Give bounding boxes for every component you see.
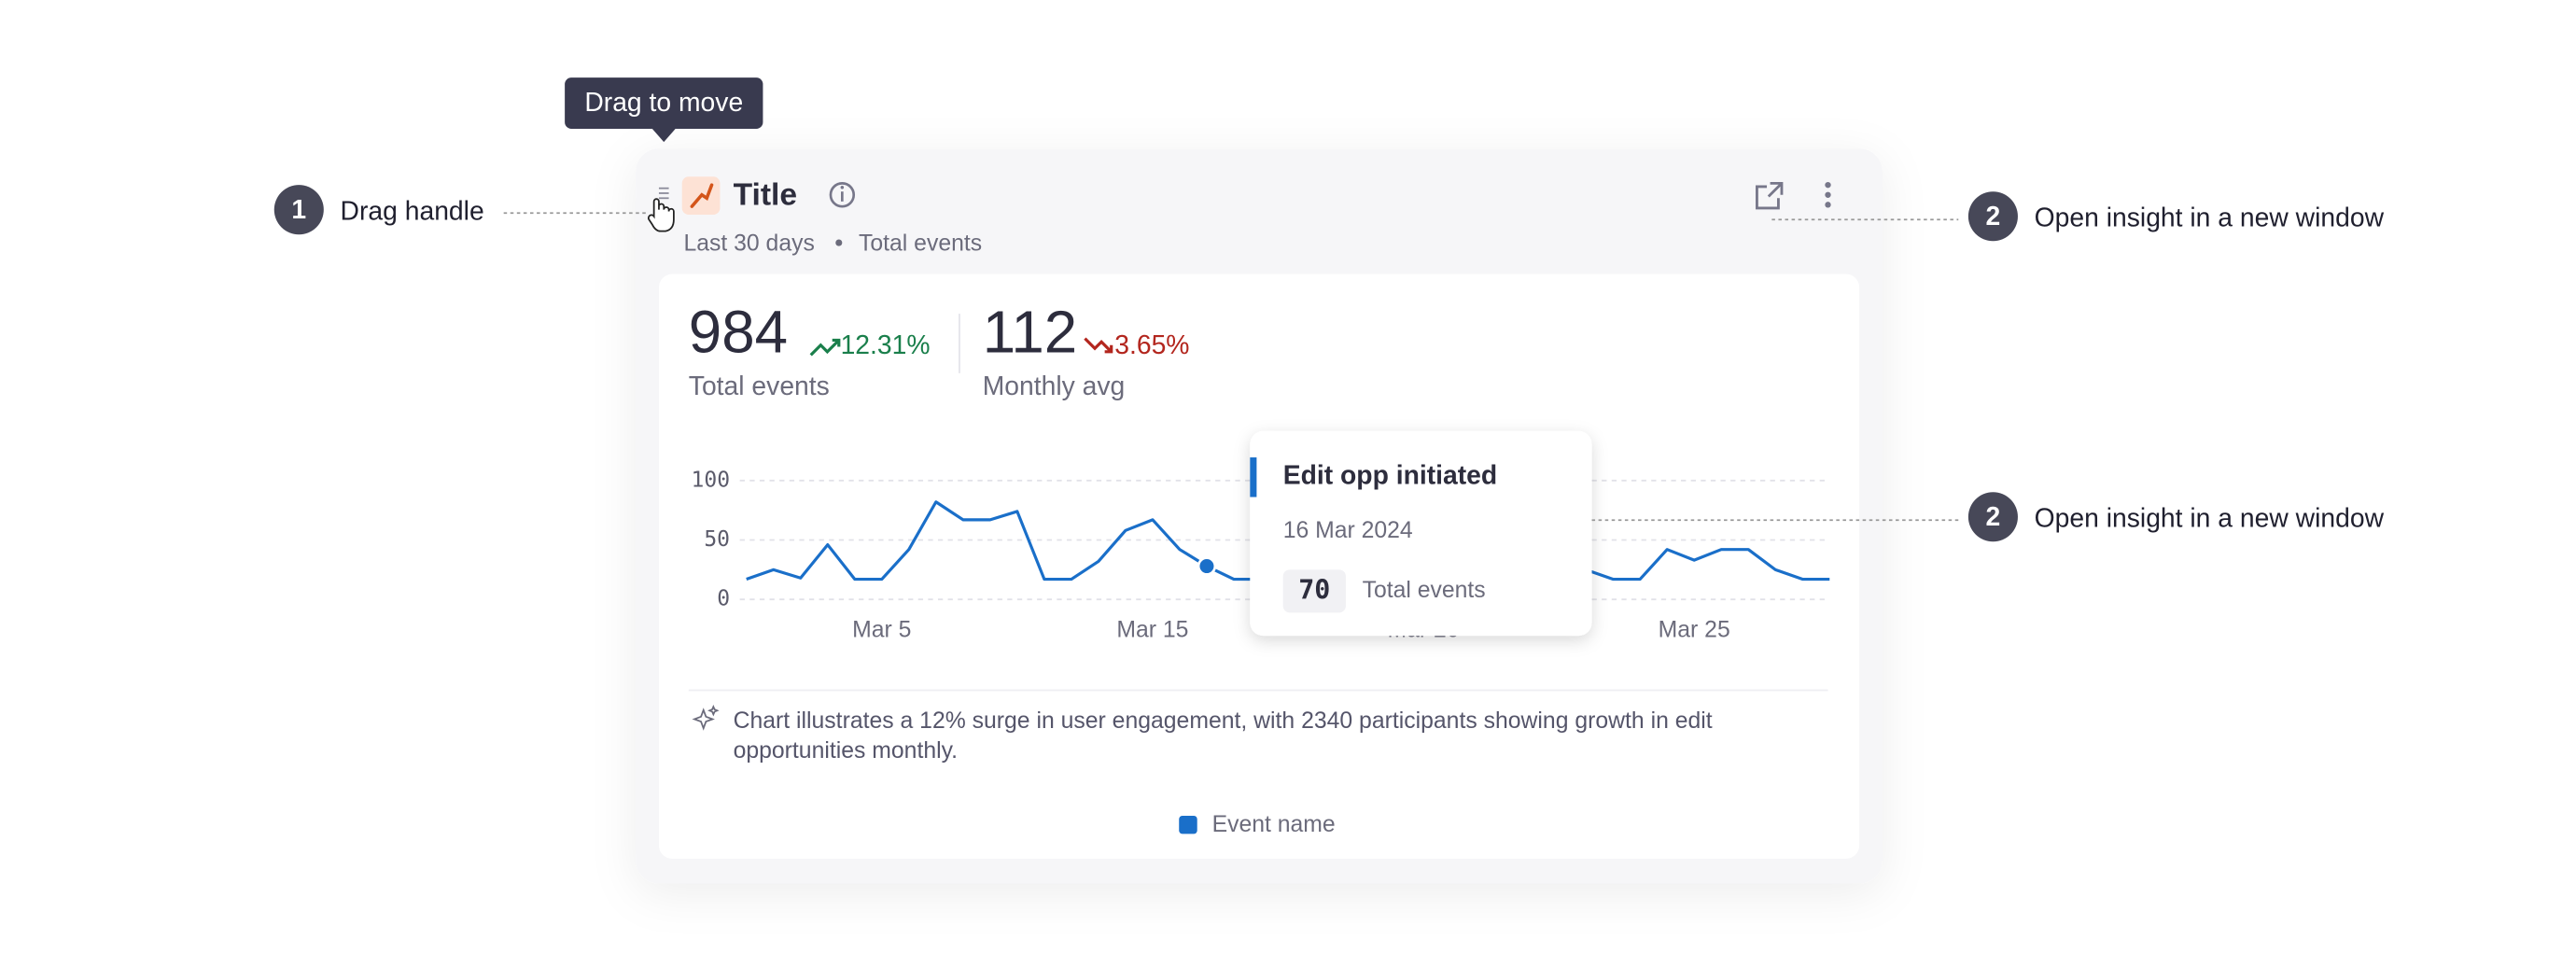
annotation-badge xyxy=(1967,191,2018,242)
down-arrow xyxy=(1084,337,1113,354)
drag-handle[interactable] xyxy=(658,187,669,200)
tooltip-accent xyxy=(1250,457,1257,498)
annotation-badge xyxy=(1967,492,2018,542)
annotation-number: 2 xyxy=(1986,501,2001,531)
subtitle-metric: Total events xyxy=(859,231,982,256)
legend-label: Event name xyxy=(1212,812,1336,837)
subtitle-range: Last 30 days xyxy=(683,231,814,256)
value-chip xyxy=(1282,569,1346,613)
tooltip-title: Edit opp initiated xyxy=(1283,460,1498,490)
y-tick-label: 0 xyxy=(717,587,730,611)
hand-cursor xyxy=(647,198,675,232)
annotation-label: Open insight in a new window xyxy=(2035,503,2385,533)
subtitle-dot xyxy=(835,239,843,246)
drag-tooltip xyxy=(565,77,763,129)
y-tick-label: 100 xyxy=(692,468,731,492)
tooltip-value: 70 xyxy=(1298,574,1330,605)
card-title: Title xyxy=(734,177,797,212)
drag-tooltip-text: Drag to move xyxy=(584,87,743,117)
summary-text: Chart illustrates a 12% surge in user en… xyxy=(733,707,1713,764)
tooltip-label: Total events xyxy=(1363,578,1486,603)
annotation-label: Open insight in a new window xyxy=(2035,203,2385,232)
x-tick-label: Mar 25 xyxy=(1659,617,1730,642)
ai-icon xyxy=(692,704,720,731)
tooltip-date: 16 Mar 2024 xyxy=(1283,518,1413,543)
annotation-number: 2 xyxy=(1986,201,2001,231)
tooltip-pointer xyxy=(651,128,676,143)
annotation-number: 1 xyxy=(291,194,306,224)
metric-change: 3.65% xyxy=(1114,329,1189,359)
metric-value: 112 xyxy=(983,300,1078,366)
more-menu[interactable] xyxy=(1825,181,1831,208)
summary-box: Chart illustrates a 12% surge in user en… xyxy=(733,707,1713,764)
x-tick-label: Mar 15 xyxy=(1116,617,1188,642)
insight-glyph xyxy=(690,183,714,208)
annotation-badge xyxy=(273,185,324,235)
x-tick-label: Mar 5 xyxy=(852,617,911,642)
up-arrow xyxy=(809,338,841,357)
metric-change: 12.31% xyxy=(841,329,931,359)
legend-swatch xyxy=(1179,815,1197,834)
open-external[interactable] xyxy=(1756,181,1784,210)
metric-label: Total events xyxy=(689,371,830,400)
annotation-label: Drag handle xyxy=(341,196,484,226)
y-tick-label: 50 xyxy=(704,527,730,552)
metric-label: Monthly avg xyxy=(983,371,1126,400)
hover-tooltip: Edit opp initiated 16 Mar 2024 70 Total … xyxy=(1250,430,1592,637)
metric-value: 984 xyxy=(689,300,788,366)
info-icon[interactable] xyxy=(829,182,856,208)
hover-point xyxy=(1197,556,1217,576)
